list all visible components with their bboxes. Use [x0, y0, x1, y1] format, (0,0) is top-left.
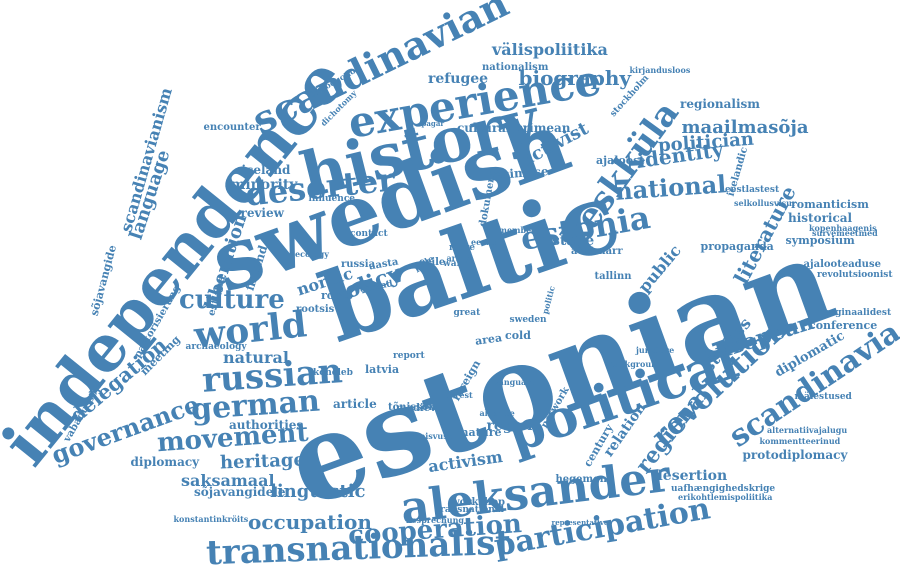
word-ajalooteaduse: ajalooteaduse	[803, 259, 881, 270]
word-roots: roots	[321, 288, 353, 302]
word-national: national	[613, 169, 727, 206]
word-review: review	[240, 206, 284, 220]
word-crimean: crimean	[515, 121, 571, 135]
word-selkollusvisur: selkollusvisur	[734, 198, 797, 208]
word-heritage: heritage	[219, 449, 305, 474]
word-besprechung: besprechung	[406, 515, 464, 525]
word-natural: natural	[223, 348, 289, 367]
word-conference: conference	[809, 318, 878, 332]
word-culture: culture	[179, 285, 285, 315]
word-background: background	[609, 359, 663, 369]
word-nationalism: nationalism	[482, 62, 549, 73]
word-propaganda: propaganda	[700, 239, 774, 253]
word-kopenhaagenis: kopenhaagenis	[809, 223, 877, 233]
word-köneleb: köneleb	[313, 367, 353, 378]
word-representative: representative	[551, 517, 609, 527]
word-member: member	[498, 225, 536, 235]
word-cold: cold	[505, 328, 531, 342]
word-biography: biography	[518, 66, 632, 90]
word-ecology: ecology	[295, 249, 329, 259]
word-region: region	[486, 418, 538, 434]
word-hegemony: hegemony	[555, 474, 613, 485]
word-great: great	[453, 307, 481, 318]
word-pagar: pagar	[421, 118, 445, 128]
word-nature: nature	[460, 425, 502, 439]
word-influence: influence	[308, 193, 356, 204]
word-russia: russia	[341, 259, 376, 270]
word-rootsis: rootsis	[296, 304, 335, 315]
word-regionalism: regionalism	[680, 97, 760, 111]
word-austmarr: austmarr	[571, 246, 623, 257]
word-war: war	[443, 258, 462, 269]
word-linguistic: linguistic	[270, 481, 366, 502]
word-historical: historical	[788, 211, 853, 225]
word-kirjandusloos: kirjandusloos	[629, 65, 691, 75]
word-diplomacy: diplomacy	[130, 455, 200, 469]
word-erikohtlemispoliitika: erikohtlemispoliitika	[678, 492, 773, 502]
word-survemeetmed: survemeetmed	[812, 228, 878, 238]
word-workshop: workshop	[451, 497, 506, 508]
word-transnational: transnational	[436, 504, 505, 515]
word-article: article	[333, 397, 377, 411]
word-alliance: alliance	[479, 408, 515, 418]
word-encounter: encounter	[203, 122, 261, 133]
word-konstantinkröits: konstantinkröits	[173, 514, 249, 524]
word-tõnisson: tõnisson	[388, 402, 436, 413]
word-uafhængighedskrige: uafhængighedskrige	[671, 483, 776, 494]
word-vanguard: vanguard	[494, 377, 537, 387]
word-sweden: sweden	[509, 314, 547, 325]
word-archaeology: archaeology	[185, 341, 247, 352]
word-juncture: juncture	[636, 345, 675, 355]
word-iseseisvuse: iseseisvuse	[403, 431, 453, 441]
word-eestis: eestis	[471, 237, 497, 247]
word-army: army	[446, 253, 470, 263]
word-cultural: cultural	[457, 121, 511, 135]
word-maailmasõja: maailmasõja	[681, 117, 809, 138]
word-saksamaal: saksamaal	[181, 471, 275, 490]
word-stage: stage	[552, 233, 595, 249]
word-ajaloost: ajaloost	[596, 153, 645, 167]
word-marginaalidest: marginaalidest	[815, 307, 892, 318]
word-revolutsioonist: revolutsioonist	[817, 269, 893, 280]
word-iceland: iceland	[241, 163, 291, 177]
word-välispoliitika: välispoliitika	[492, 40, 608, 59]
word-mälestused: mälestused	[794, 391, 852, 402]
word-symposium: symposium	[785, 233, 855, 247]
word-interest: interest	[437, 390, 473, 400]
word-protodiplomacy: protodiplomacy	[742, 448, 848, 462]
word-kommentteerinud: kommentteerinud	[759, 436, 841, 446]
word-latvia: latvia	[365, 362, 400, 376]
word-area: area	[473, 330, 503, 348]
word-exile: exile	[419, 257, 446, 268]
word-authorities: authorities	[229, 418, 304, 432]
word-refugee: refugee	[428, 71, 489, 87]
word-esimese: esimese	[494, 164, 550, 182]
word-more: more	[449, 242, 475, 253]
word-report: report	[393, 350, 425, 361]
word-romanticism: romanticism	[791, 197, 869, 211]
word-desertion: desertion	[653, 468, 728, 484]
word-sõjavangidele: sõjavangidele	[194, 485, 286, 499]
word-occupation: occupation	[248, 510, 372, 534]
word-eestlastest: eestlastest	[725, 184, 780, 195]
word-tallinn: tallinn	[594, 271, 632, 282]
word-minority: minority	[230, 177, 298, 193]
word-medieval: medieval	[396, 403, 447, 414]
word-contact: contact	[350, 228, 388, 239]
word-alternatiivajalugu: alternatiivajalugu	[767, 425, 848, 435]
